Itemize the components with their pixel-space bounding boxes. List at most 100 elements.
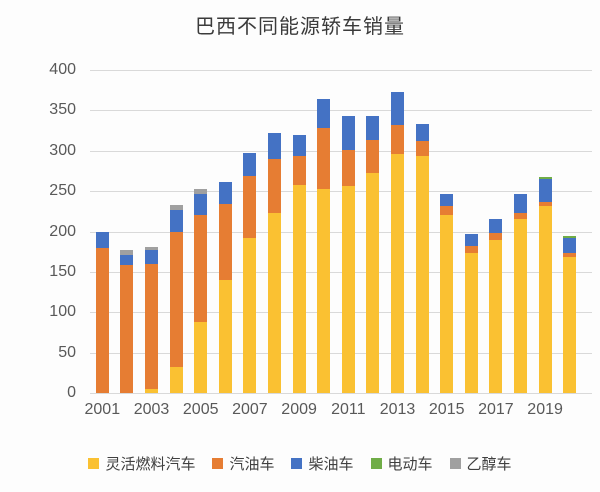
bar-segment-汽油车-2018 (514, 212, 527, 220)
y-axis-tick-label: 0 (67, 384, 76, 401)
gridline (90, 352, 592, 354)
y-axis-tick-label: 150 (49, 262, 76, 280)
legend-item-柴油车: 柴油车 (291, 453, 354, 474)
bar-segment-灵活燃料汽车-2018 (514, 219, 527, 393)
bar-segment-汽油车-2012 (366, 140, 380, 173)
bar-segment-灵活燃料汽车-2004 (169, 367, 183, 393)
bar-segment-柴油车-2004 (169, 209, 183, 233)
bar-segment-乙醇车-2004 (169, 204, 183, 210)
x-axis-tick-label: 2009 (281, 401, 317, 418)
bar-segment-柴油车-2008 (268, 132, 281, 159)
bar-segment-汽油车-2013 (391, 124, 404, 154)
bar-segment-灵活燃料汽车-2006 (218, 279, 232, 393)
y-axis-tick-label: 300 (49, 141, 76, 159)
x-axis-tick-label: 2013 (379, 401, 416, 418)
bar-segment-汽油车-2001 (95, 247, 109, 393)
bar-segment-汽油车-2016 (464, 246, 478, 254)
gridline (90, 70, 592, 71)
bar-segment-灵活燃料汽车-2019 (538, 206, 552, 393)
bar-segment-柴油车-2003 (145, 250, 158, 264)
bar-segment-汽油车-2014 (415, 141, 429, 156)
bar-segment-汽油车-2003 (145, 263, 158, 389)
y-axis-tick-label: 50 (58, 343, 76, 361)
gridline (90, 312, 592, 314)
gridline (90, 150, 592, 152)
bar-segment-灵活燃料汽车-2008 (268, 212, 281, 393)
legend-swatch-icon (291, 458, 303, 469)
y-axis-tick-label: 250 (49, 182, 76, 200)
bar-segment-汽油车-2010 (317, 128, 331, 189)
y-axis-tick-label: 400 (49, 61, 76, 78)
bar-segment-乙醇车-2005 (194, 188, 208, 194)
legend-label: 灵活燃料汽车 (105, 456, 196, 473)
gridline (90, 191, 592, 193)
bar-segment-汽油车-2015 (440, 205, 454, 216)
y-axis-tick-label: 350 (49, 101, 76, 119)
bar-segment-柴油车-2017 (489, 219, 503, 234)
x-axis-tick-label: 2007 (232, 401, 268, 418)
bar-segment-灵活燃料汽车-2009 (292, 184, 306, 393)
legend-label: 电动车 (387, 456, 433, 473)
legend-item-电动车: 电动车 (370, 453, 433, 474)
legend-swatch-icon (370, 458, 382, 469)
chart-title: 巴西不同能源轿车销量 (195, 16, 405, 38)
legend-item-乙醇车: 乙醇车 (449, 453, 512, 474)
legend-item-汽油车: 汽油车 (212, 453, 274, 474)
bar-segment-柴油车-2002 (120, 254, 134, 266)
bar-segment-乙醇车-2003 (145, 246, 158, 251)
bar-segment-柴油车-2011 (341, 116, 355, 150)
bar-segment-汽油车-2006 (218, 204, 232, 280)
bar-segment-灵活燃料汽车-2011 (341, 186, 355, 393)
bar-segment-柴油车-2013 (391, 91, 404, 125)
x-axis-tick-label: 2003 (133, 401, 170, 418)
bar-segment-灵活燃料汽车-2005 (194, 321, 208, 393)
x-axis-tick-label: 2005 (182, 401, 219, 418)
gridline (90, 393, 592, 394)
legend-item-灵活燃料汽车: 灵活燃料汽车 (88, 453, 195, 474)
bar-segment-柴油车-2005 (194, 193, 208, 216)
bar-segment-柴油车-2007 (243, 153, 257, 176)
bar-segment-灵活燃料汽车-2016 (464, 253, 478, 393)
bar-segment-灵活燃料汽车-2020 (563, 257, 577, 393)
bar-segment-柴油车-2016 (464, 233, 478, 247)
bar-segment-汽油车-2005 (194, 215, 208, 322)
bar-segment-柴油车-2014 (415, 124, 429, 142)
legend: 灵活燃料汽车 汽油车 柴油车 电动车 乙醇车 (0, 453, 600, 474)
bar-segment-汽油车-2017 (489, 233, 503, 240)
y-axis-tick-label: 200 (49, 222, 76, 240)
bar-segment-灵活燃料汽车-2015 (440, 215, 454, 393)
bar-segment-电动车-2019 (538, 177, 552, 179)
legend-swatch-icon (449, 458, 461, 469)
legend-label: 乙醇车 (466, 456, 512, 473)
bar-segment-柴油车-2001 (95, 231, 109, 248)
x-axis-tick-label: 2011 (331, 401, 366, 418)
legend-label: 汽油车 (229, 456, 275, 473)
plot-area: 0 50 100 150 200 250 300 350 400 2001 2003 2005 2007… (49, 61, 592, 418)
legend-label: 柴油车 (308, 456, 354, 473)
bar-segment-乙醇车-2002 (120, 250, 134, 255)
bar-segment-灵活燃料汽车-2017 (489, 239, 503, 393)
bar-segment-柴油车-2006 (218, 182, 232, 205)
bar-segment-柴油车-2019 (538, 179, 552, 202)
bar-segment-灵活燃料汽车-2012 (366, 172, 380, 393)
bar-segment-电动车-2020 (563, 236, 577, 238)
bar-segment-柴油车-2018 (514, 193, 527, 213)
bar-segment-柴油车-2009 (292, 135, 306, 157)
bar-segment-汽油车-2007 (243, 175, 257, 238)
bar-segment-柴油车-2012 (366, 116, 380, 141)
bar-segment-汽油车-2011 (341, 149, 355, 187)
legend-swatch-icon (88, 458, 100, 469)
legend-swatch-icon (212, 458, 224, 469)
bar-segment-汽油车-2002 (120, 265, 134, 393)
x-axis-tick-label: 2019 (527, 401, 563, 418)
bar-segment-灵活燃料汽车-2014 (415, 155, 429, 393)
x-axis-tick-label: 2017 (478, 401, 514, 418)
gridline (90, 110, 592, 112)
bar-segment-汽油车-2008 (268, 158, 281, 213)
bar-segment-灵活燃料汽车-2003 (145, 388, 158, 393)
bar-segment-汽油车-2019 (538, 201, 552, 207)
bar-segment-灵活燃料汽车-2013 (391, 153, 404, 393)
gridline (90, 231, 592, 233)
x-axis-tick-label: 2001 (84, 401, 121, 418)
